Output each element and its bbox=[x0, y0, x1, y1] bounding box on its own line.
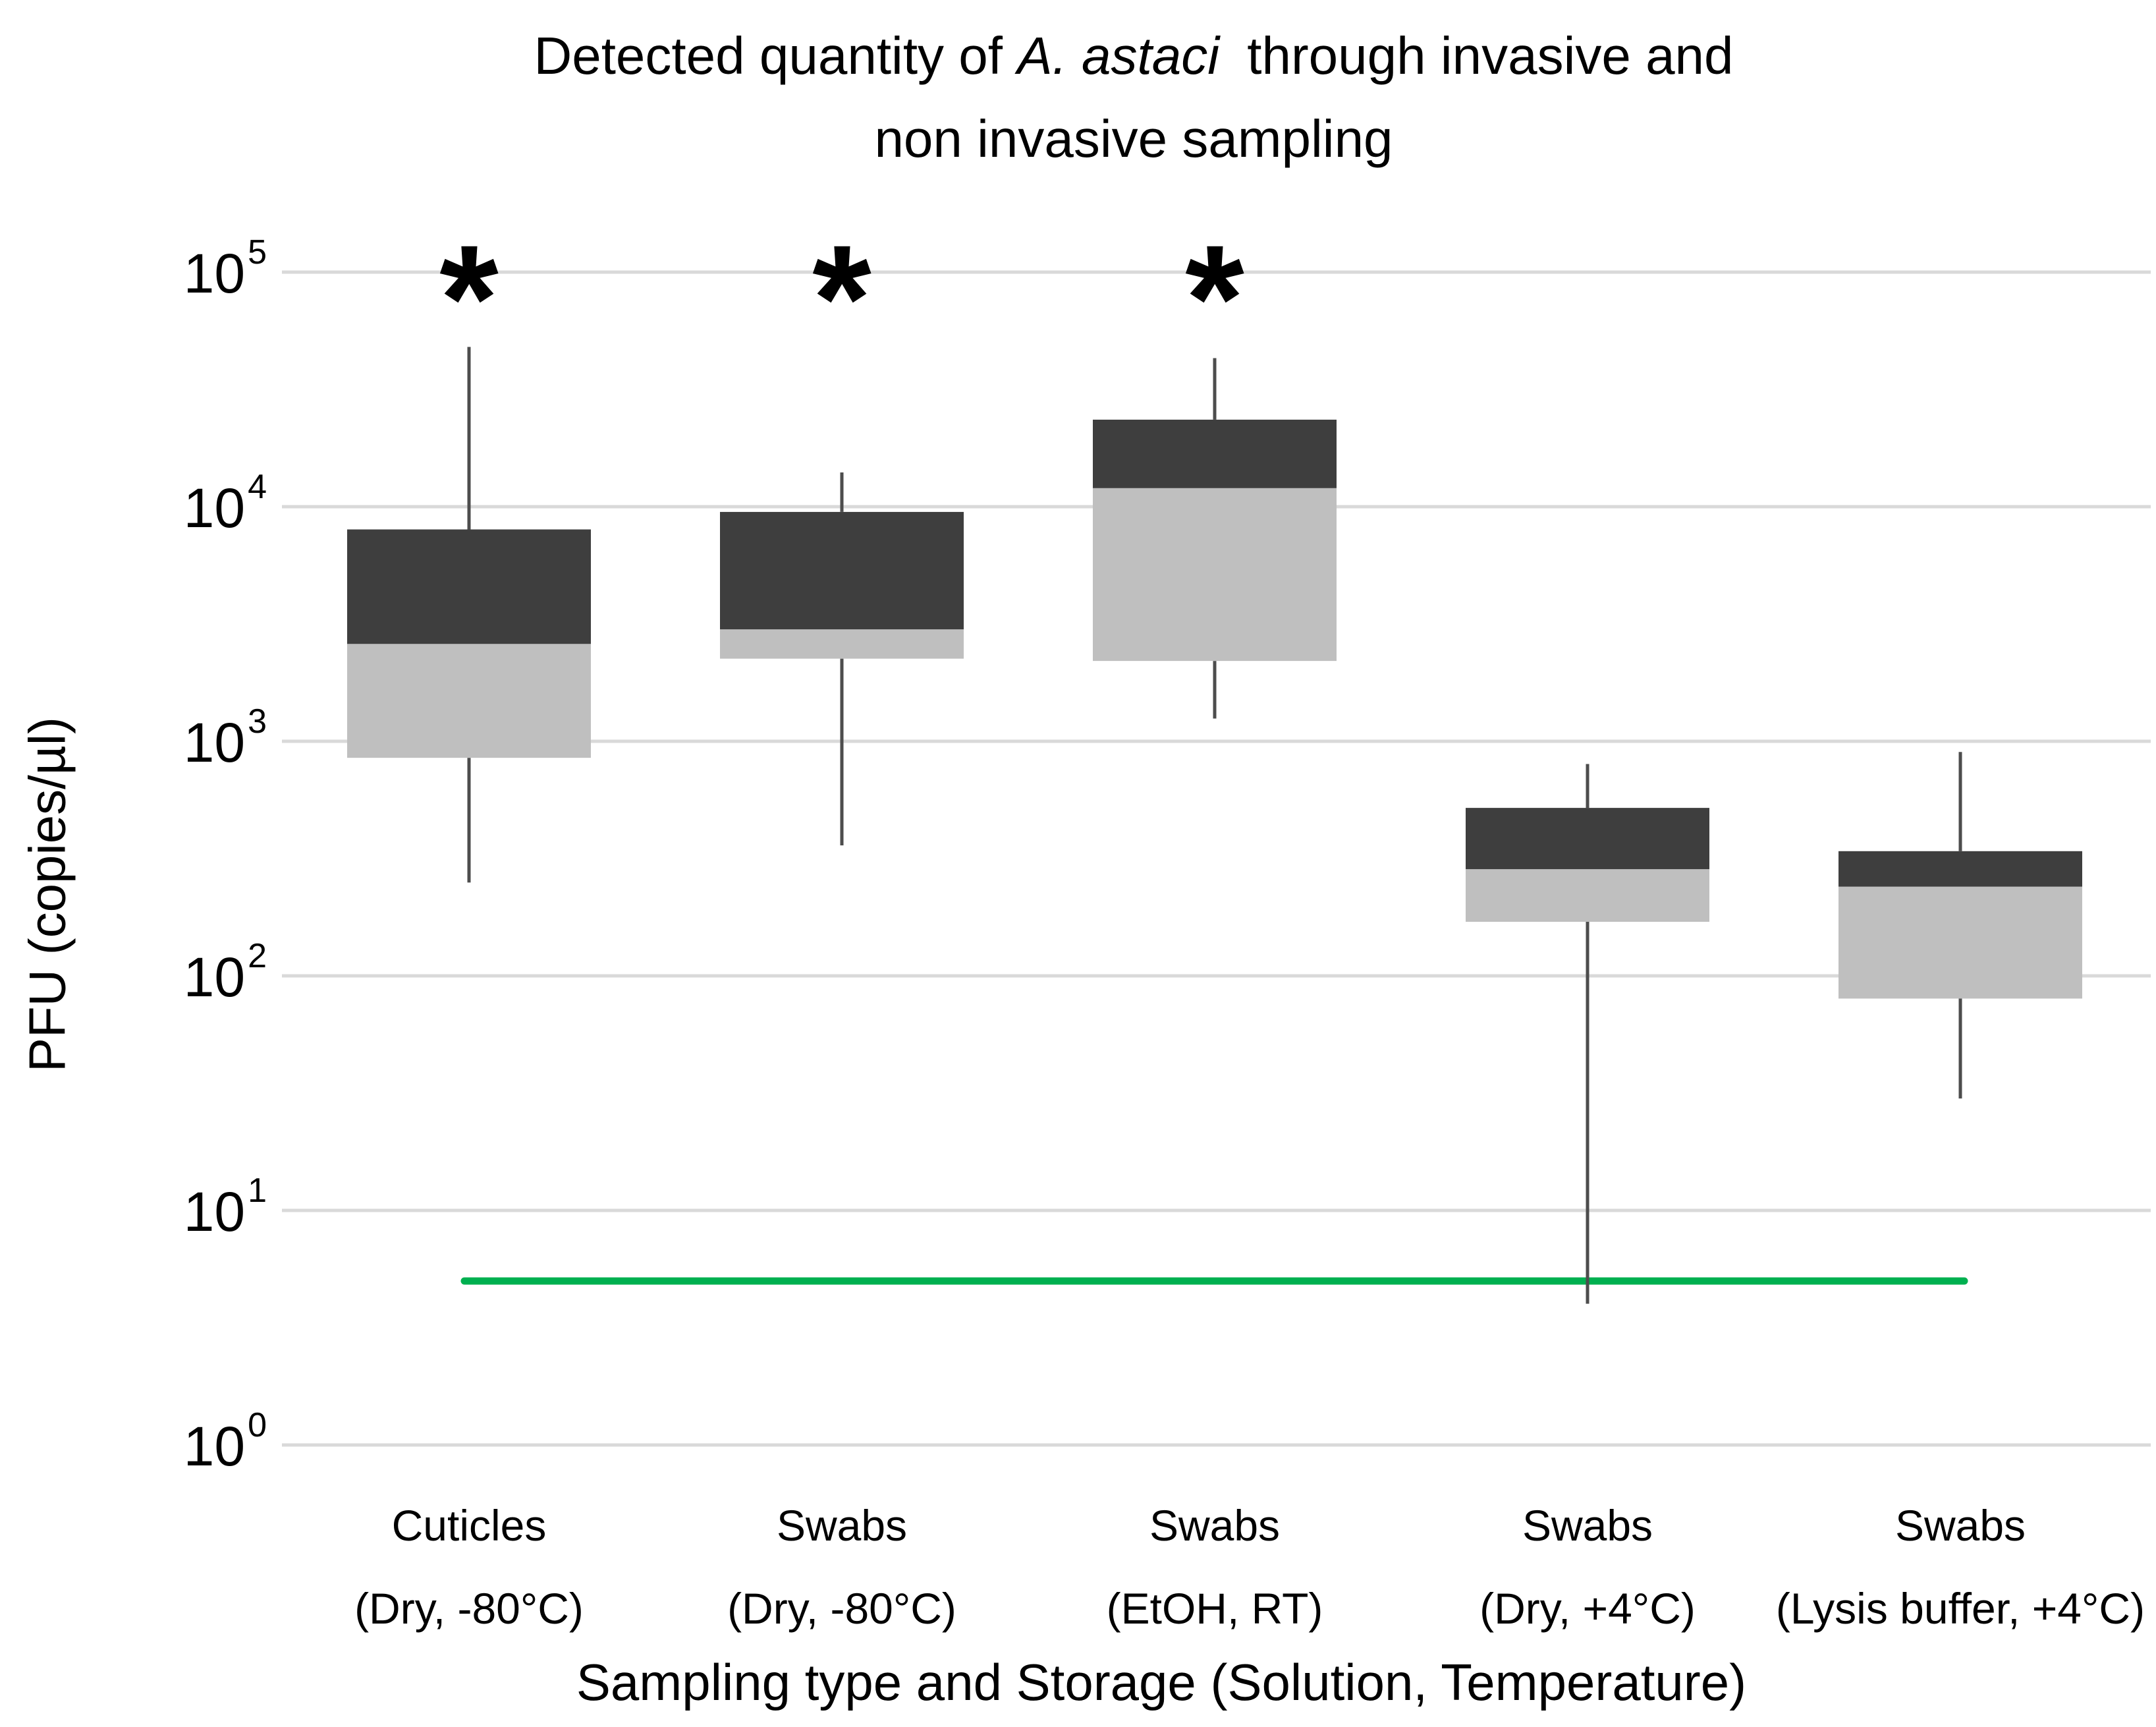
significance-asterisk: * bbox=[439, 213, 499, 383]
y-tick-exponent: 1 bbox=[248, 1172, 267, 1210]
x-category-label: Cuticles (Dry, -80°C) bbox=[238, 1484, 700, 1650]
x-category-label-line1: Swabs bbox=[1894, 1501, 2026, 1550]
y-tick-exponent: 0 bbox=[248, 1406, 267, 1444]
y-tick-base: 10 bbox=[183, 712, 246, 774]
x-category-label-line1: Swabs bbox=[1149, 1501, 1281, 1550]
box-lower-quartile-segment bbox=[1093, 488, 1337, 662]
y-tick-base: 10 bbox=[183, 946, 246, 1008]
x-category-label: Swabs (Dry, -80°C) bbox=[611, 1484, 1072, 1650]
box-upper-quartile-segment bbox=[1093, 419, 1337, 488]
x-category-label-line1: Swabs bbox=[1522, 1501, 1653, 1550]
y-tick-label: 10 2 bbox=[183, 939, 267, 1008]
box-lower-quartile-segment bbox=[720, 629, 964, 659]
chart-title: Detected quantity of A. astaci through i… bbox=[111, 14, 2156, 181]
x-category-label-line1: Swabs bbox=[776, 1501, 908, 1550]
y-tick-label: 10 4 bbox=[183, 470, 267, 539]
x-category-label-line2: (Lysis buffer, +4°C) bbox=[1775, 1584, 2145, 1633]
y-axis-title: PFU (copies/µl) bbox=[18, 716, 76, 1073]
y-tick-label: 10 0 bbox=[183, 1408, 267, 1477]
species-name-italic: A. astaci bbox=[1017, 26, 1220, 85]
y-tick-exponent: 5 bbox=[248, 233, 267, 271]
box-lower-quartile-segment bbox=[347, 644, 591, 758]
y-tick-base: 10 bbox=[183, 242, 246, 304]
y-tick-base: 10 bbox=[183, 477, 246, 539]
box-upper-quartile-segment bbox=[720, 511, 964, 630]
y-tick-label: 10 3 bbox=[183, 704, 267, 774]
box-upper-quartile-segment bbox=[1838, 851, 2082, 887]
y-tick-exponent: 4 bbox=[248, 468, 267, 506]
x-category-label: Swabs (Dry, +4°C) bbox=[1357, 1484, 1818, 1650]
x-category-label: Swabs (Lysis buffer, +4°C) bbox=[1730, 1484, 2156, 1650]
x-category-label-line1: Cuticles bbox=[391, 1501, 547, 1550]
x-category-label: Swabs (EtOH, RT) bbox=[984, 1484, 1445, 1650]
y-tick-base: 10 bbox=[183, 1415, 246, 1477]
x-category-label-line2: (Dry, -80°C) bbox=[354, 1584, 584, 1633]
box-lower-quartile-segment bbox=[1838, 886, 2082, 999]
x-category-label-line2: (EtOH, RT) bbox=[1106, 1584, 1323, 1633]
y-tick-exponent: 2 bbox=[248, 937, 267, 975]
x-axis-title: Sampling type and Storage (Solution, Tem… bbox=[576, 1653, 1747, 1711]
chart-title-line2: non invasive sampling bbox=[874, 109, 1393, 168]
y-tick-label: 10 5 bbox=[183, 235, 267, 304]
y-tick-base: 10 bbox=[183, 1181, 246, 1243]
box-lower-quartile-segment bbox=[1466, 869, 1709, 922]
box-upper-quartile-segment bbox=[347, 529, 591, 644]
chart-title-line1: Detected quantity of A. astaci through i… bbox=[534, 26, 1734, 85]
x-category-label-line2: (Dry, +4°C) bbox=[1479, 1584, 1696, 1633]
significance-asterisk: * bbox=[1185, 213, 1244, 383]
x-category-label-line2: (Dry, -80°C) bbox=[727, 1584, 956, 1633]
y-tick-exponent: 3 bbox=[248, 702, 267, 741]
y-tick-label: 10 1 bbox=[183, 1174, 267, 1243]
box-upper-quartile-segment bbox=[1466, 808, 1709, 870]
significance-asterisk: * bbox=[812, 213, 871, 383]
